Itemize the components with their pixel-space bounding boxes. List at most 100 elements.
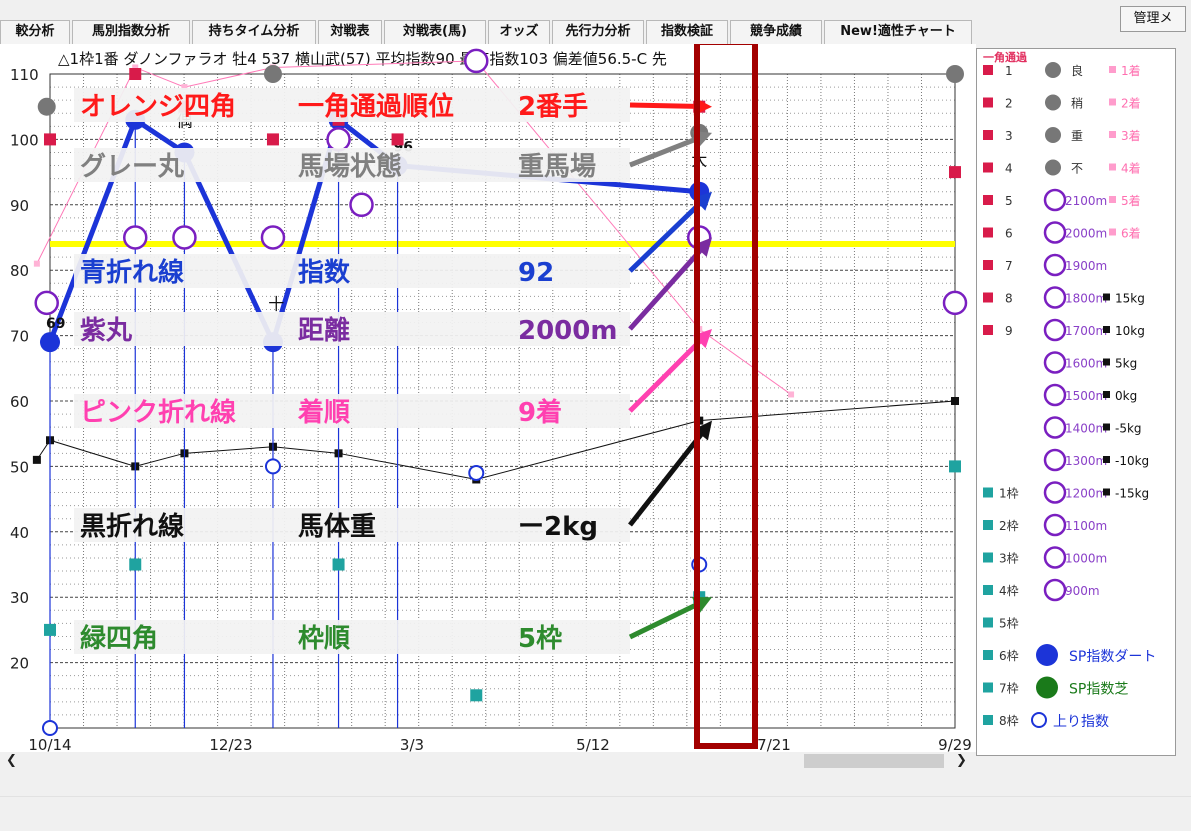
frame-point [44,623,56,636]
chart: △1枠1番 ダノンファラオ 牡4 537 横山武(57) 平均指数90 最高指数… [0,44,976,754]
x-tick-label: 3/3 [400,736,424,754]
tab-1[interactable]: 馬別指数分析 [72,20,190,44]
distance-point [464,48,489,74]
legend-corner-label: 9 [1005,324,1013,338]
tab-4[interactable]: 対戦表(馬) [384,20,486,44]
legend-distance-label: 2100m [1065,194,1107,208]
legend-track-label: 良 [1071,63,1083,78]
legend-weight-label: -15kg [1115,487,1149,501]
legend-title: 一角通過 [983,50,1028,64]
legend-track-swatch [1045,62,1061,78]
legend-weight-swatch [1103,358,1110,366]
frame-point [332,558,345,571]
legend-distance-swatch [1043,383,1067,407]
distance-point [349,192,374,218]
weight-point [32,455,41,464]
legend-finish-label: 4着 [1121,161,1141,176]
annotation-name: 紫丸 [80,316,133,346]
legend-corner-swatch [983,227,993,238]
annotation-item: 枠順 [298,624,351,654]
annotation-name: グレー丸 [80,152,185,182]
legend-weight-swatch [1103,488,1110,496]
legend-corner-swatch [983,97,993,108]
legend-distance-label: 1400m [1065,422,1107,436]
annotation-arrow-line [628,426,708,527]
scroll-right-icon[interactable]: ❯ [956,753,967,768]
legend-track-label: 稍 [1071,97,1083,111]
annotation-arrow-line [628,196,707,273]
legend-corner-label: 2 [1005,97,1013,111]
y-tick-label: 20 [10,655,29,673]
legend-weight-swatch [1103,456,1110,463]
legend-distance-swatch [1043,448,1067,472]
tab-5[interactable]: オッズ [488,20,550,44]
annotation-row-bg [74,148,630,182]
legend-weight-label: 5kg [1115,357,1137,371]
tab-0[interactable]: 較分析 [0,20,70,44]
chart-header-text: △1枠1番 ダノンファラオ 牡4 537 横山武(57) 平均指数90 最高指数… [58,50,667,68]
legend-track-swatch [1045,127,1061,143]
legend-distance-swatch [1043,351,1067,374]
legend-corner-swatch [983,260,993,270]
annotation-name: 青折れ線 [80,257,184,288]
legend-frame-swatch [983,650,993,660]
x-tick-label: 10/14 [28,736,71,754]
annotation-row-bg [74,620,630,654]
tab-6[interactable]: 先行力分析 [552,20,644,44]
tab-8[interactable]: 競争成績 [730,20,822,44]
legend-corner-swatch [983,162,993,173]
corner-point [129,68,142,80]
legend-distance-label: 1300m [1065,454,1107,468]
y-tick-label: 50 [10,458,29,476]
legend-corner-label: 5 [1005,194,1013,208]
admin-button[interactable]: 管理メ [1120,6,1186,32]
legend-frame-label: 5枠 [999,617,1019,631]
scroll-left-icon[interactable]: ❮ [6,753,17,768]
legend-finish-label: 3着 [1121,128,1141,143]
annotation-item: 馬場状態 [298,151,402,182]
annotation-arrow-line [628,599,705,640]
legend-distance-swatch [1043,578,1067,602]
annotation-arrow-head [693,237,712,257]
legend-frame-label: 2枠 [999,519,1019,533]
annotation-value: 9着 [518,397,562,428]
legend-finish-label: 6着 [1121,226,1141,241]
legend-frame-label: 6枠 [999,649,1019,663]
legend-corner-swatch [983,130,993,140]
index-data-label: 69 [46,316,65,332]
race-class-mark: 十 [268,294,284,313]
distance-point [326,127,351,152]
tab-3[interactable]: 対戦表 [318,20,382,44]
corner-point [391,133,404,146]
tab-7[interactable]: 指数検証 [646,20,728,44]
legend-distance-label: 1000m [1065,552,1107,566]
distance-point [260,225,286,250]
annotation-item: 馬体重 [298,512,376,542]
annotation-name: 緑四角 [80,623,158,654]
annotation-value: 92 [518,258,554,288]
tab-2[interactable]: 持ちタイム分析 [192,20,316,44]
legend-corner-swatch [983,292,993,303]
y-tick-label: 80 [10,262,29,280]
legend-corner-swatch [983,195,993,205]
finish-point [181,84,188,91]
legend-frame-swatch [983,520,993,530]
annotation-arrow-head [693,420,712,441]
legend-frame-label: 1枠 [999,487,1019,501]
legend-distance-swatch [1043,318,1067,342]
y-tick-label: 110 [10,66,39,84]
legend-frame-label: 3枠 [999,552,1019,566]
scroll-thumb[interactable] [804,754,944,768]
legend-finish-swatch [1109,228,1116,236]
index-point [40,332,60,353]
legend-sp-dirt-label: SP指数ダート [1069,649,1156,665]
legend-corner-label: 7 [1005,259,1013,273]
annotation-item: 距離 [298,315,350,346]
horizontal-scrollbar[interactable]: ❮ ❯ [0,752,976,770]
annotation-row-bg [74,508,630,542]
annotation-row-bg [74,312,630,346]
legend-sp-turf-swatch [1036,676,1058,699]
legend-weight-swatch [1103,423,1110,431]
tab-9[interactable]: New!適性チャート [824,20,972,44]
